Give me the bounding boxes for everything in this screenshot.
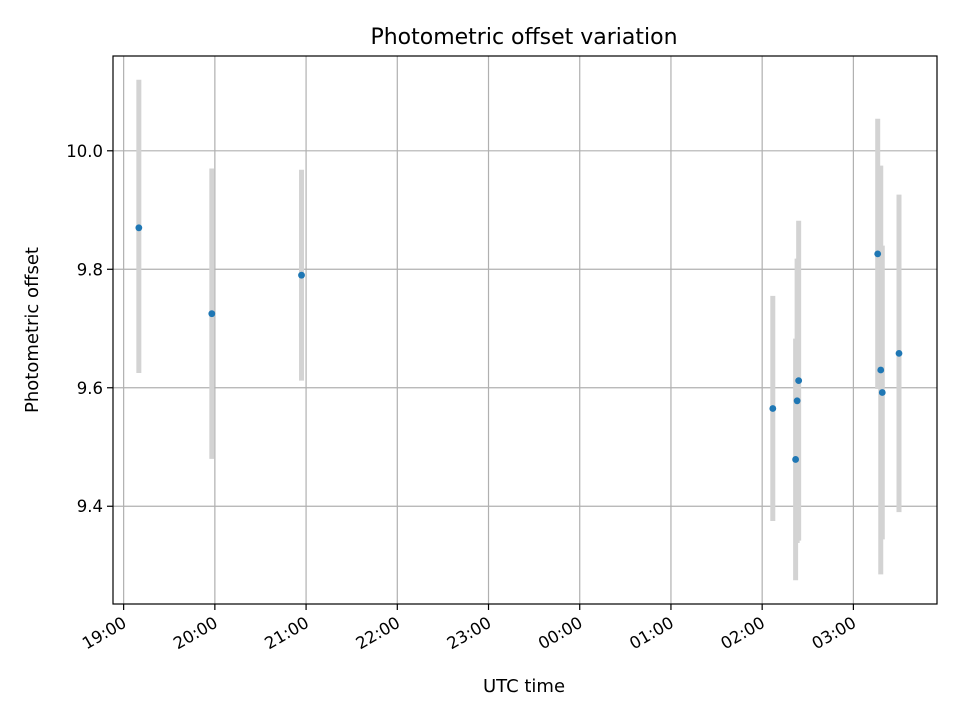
y-tick-label: 9.4 [77, 497, 103, 516]
x-tick-label: 22:00 [353, 613, 404, 653]
data-point [874, 250, 882, 258]
plot-frame [112, 55, 938, 605]
x-axis-label: UTC time [483, 676, 565, 697]
x-axis-ticks: 19:00 20:00 21:00 22:00 23:00 00:00 01:00 02:00… [79, 604, 859, 653]
y-tick-label: 10.0 [66, 142, 103, 161]
grid-lines [113, 56, 937, 604]
data-point [769, 405, 777, 412]
data-points [135, 224, 903, 463]
data-point [877, 366, 885, 374]
x-tick-label: 03:00 [809, 613, 860, 653]
x-tick-label: 02:00 [717, 613, 768, 653]
y-tick-label: 9.8 [77, 260, 103, 279]
data-point [895, 350, 903, 357]
chart-title: Photometric offset variation [370, 25, 677, 50]
y-axis-label: Photometric offset [22, 247, 43, 413]
y-tick-label: 9.6 [77, 379, 103, 398]
error-bars [136, 79, 902, 581]
data-point [135, 224, 143, 232]
x-tick-label: 01:00 [626, 613, 677, 653]
data-point [792, 456, 800, 463]
x-tick-label: 00:00 [535, 613, 586, 653]
x-tick-label: 19:00 [79, 613, 130, 653]
data-point [208, 310, 216, 318]
y-axis-ticks: 9.4 9.6 9.8 10.0 [66, 142, 113, 516]
x-tick-label: 20:00 [170, 613, 221, 653]
data-point [795, 377, 803, 385]
data-point [793, 397, 801, 405]
data-point [298, 271, 305, 279]
data-point [878, 389, 886, 396]
x-tick-label: 23:00 [444, 613, 495, 653]
x-tick-label: 21:00 [261, 613, 312, 653]
